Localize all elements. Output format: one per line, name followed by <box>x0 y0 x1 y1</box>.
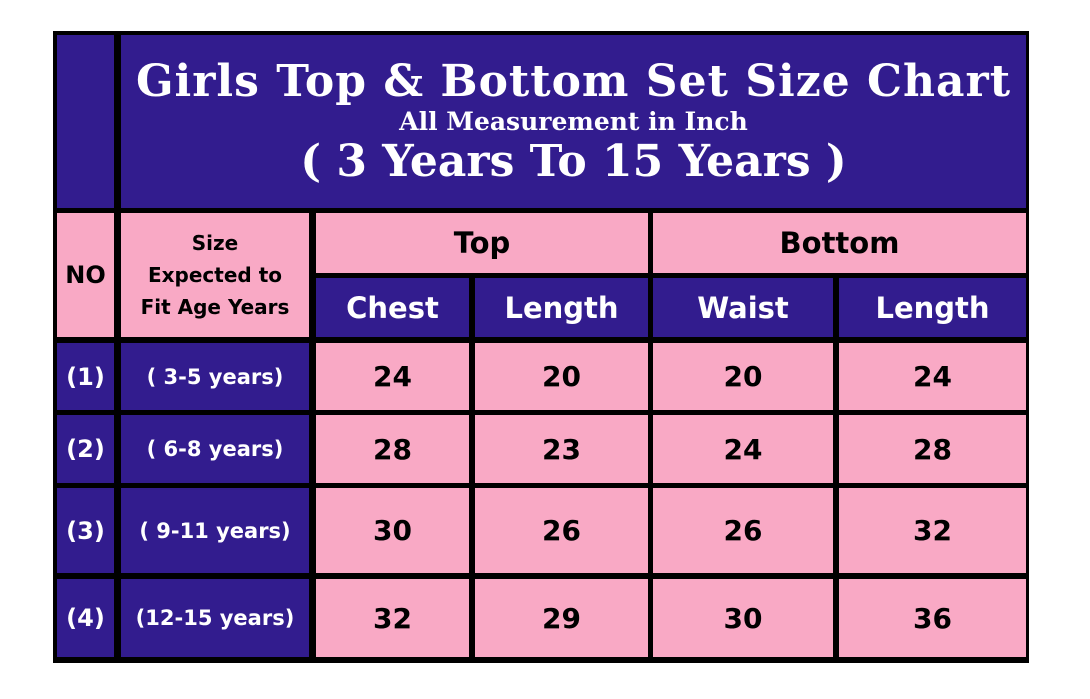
cell-age: ( 6-8 years) <box>121 415 309 483</box>
cell-chest: 32 <box>316 579 469 657</box>
cell-age: ( 3-5 years) <box>121 343 309 410</box>
cell-no: (2) <box>57 415 114 483</box>
header-top: Top <box>316 213 648 273</box>
cell-top-length: 29 <box>475 579 648 657</box>
cell-chest: 24 <box>316 343 469 410</box>
header-chest: Chest <box>316 278 469 337</box>
cell-bottom-length: 36 <box>839 579 1026 657</box>
header-size-line: Expected to <box>147 263 282 287</box>
cell-waist: 20 <box>653 343 833 410</box>
header-top-length: Length <box>475 278 648 337</box>
cell-waist: 26 <box>653 488 833 573</box>
cell-age: (12-15 years) <box>121 579 309 657</box>
cell-no: (3) <box>57 488 114 573</box>
header-size-line: Size <box>191 231 239 255</box>
header-waist: Waist <box>653 278 833 337</box>
chart-title: Girls Top & Bottom Set Size Chart <box>135 56 1012 107</box>
cell-top-length: 20 <box>475 343 648 410</box>
cell-waist: 30 <box>653 579 833 657</box>
cell-bottom-length: 32 <box>839 488 1026 573</box>
cell-no: (1) <box>57 343 114 410</box>
header-size-line: Fit Age Years <box>140 295 290 319</box>
age-range: ( 3 Years To 15 Years ) <box>300 136 847 187</box>
header-no: NO <box>57 213 114 337</box>
cell-chest: 30 <box>316 488 469 573</box>
cell-bottom-length: 28 <box>839 415 1026 483</box>
cell-bottom-length: 24 <box>839 343 1026 410</box>
cell-chest: 28 <box>316 415 469 483</box>
title-block: Girls Top & Bottom Set Size Chart All Me… <box>121 35 1026 208</box>
cell-no: (4) <box>57 579 114 657</box>
chart-subtitle: All Measurement in Inch <box>399 107 748 136</box>
header-bottom-length: Length <box>839 278 1026 337</box>
header-size: Size Expected to Fit Age Years <box>121 213 309 337</box>
header-bottom: Bottom <box>653 213 1026 273</box>
cell-top-length: 23 <box>475 415 648 483</box>
corner-cell <box>57 35 114 208</box>
cell-top-length: 26 <box>475 488 648 573</box>
cell-waist: 24 <box>653 415 833 483</box>
cell-age: ( 9-11 years) <box>121 488 309 573</box>
